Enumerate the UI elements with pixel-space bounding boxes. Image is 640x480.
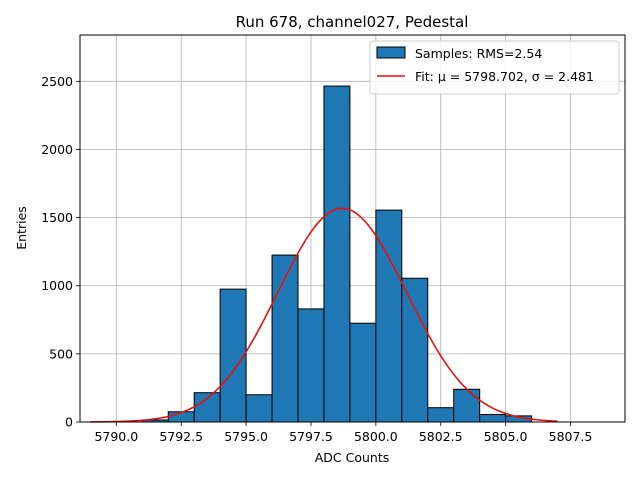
y-tick-label: 0 <box>65 415 73 430</box>
legend-samples-swatch <box>376 46 406 59</box>
histogram-bar <box>453 388 481 423</box>
y-tick-label: 500 <box>49 346 73 361</box>
x-axis-label: ADC Counts <box>315 450 390 465</box>
x-tick-label: 5800.0 <box>354 429 398 444</box>
plot-frame <box>79 34 626 423</box>
x-tick-label: 5802.5 <box>419 429 463 444</box>
y-axis-ticks: 0 500 1000 1500 2000 2500 <box>41 74 80 430</box>
y-tick-label: 2000 <box>41 142 73 157</box>
histogram-bar <box>427 407 455 423</box>
x-tick-label: 5790.0 <box>94 429 138 444</box>
legend-fit-label: Fit: μ = 5798.702, σ = 2.481 <box>415 69 594 84</box>
histogram-bars <box>141 85 533 423</box>
legend-box <box>369 40 620 95</box>
y-tick-label: 1500 <box>41 210 73 225</box>
y-tick-label: 2500 <box>41 74 73 89</box>
chart-title: Run 678, channel027, Pedestal <box>236 13 469 31</box>
x-tick-label: 5805.0 <box>484 429 528 444</box>
x-tick-label: 5792.5 <box>159 429 203 444</box>
histogram-bar <box>193 392 221 423</box>
histogram-bar <box>297 308 325 423</box>
histogram-bar <box>271 254 299 423</box>
legend-samples-label: Samples: RMS=2.54 <box>415 46 542 61</box>
histogram-bar <box>245 394 273 423</box>
x-axis-ticks: 5790.0 5792.5 5795.0 5797.5 5800.0 5802.5 5805… <box>94 422 592 444</box>
histogram-bar <box>323 85 351 423</box>
y-tick-label: 1000 <box>41 278 73 293</box>
histogram-bar <box>401 277 429 423</box>
histogram-bar <box>375 209 403 423</box>
histogram-bar <box>479 414 507 423</box>
x-tick-label: 5795.0 <box>224 429 268 444</box>
gaussian-fit-curve <box>90 207 558 423</box>
fit-curve-group <box>90 207 558 423</box>
histogram-bar <box>219 288 247 423</box>
x-tick-label: 5797.5 <box>289 429 333 444</box>
histogram-bar <box>349 322 377 423</box>
y-axis-label: Entries <box>14 206 29 250</box>
legend: Samples: RMS=2.54 Fit: μ = 5798.702, σ =… <box>369 40 620 95</box>
x-tick-label: 5807.5 <box>549 429 593 444</box>
